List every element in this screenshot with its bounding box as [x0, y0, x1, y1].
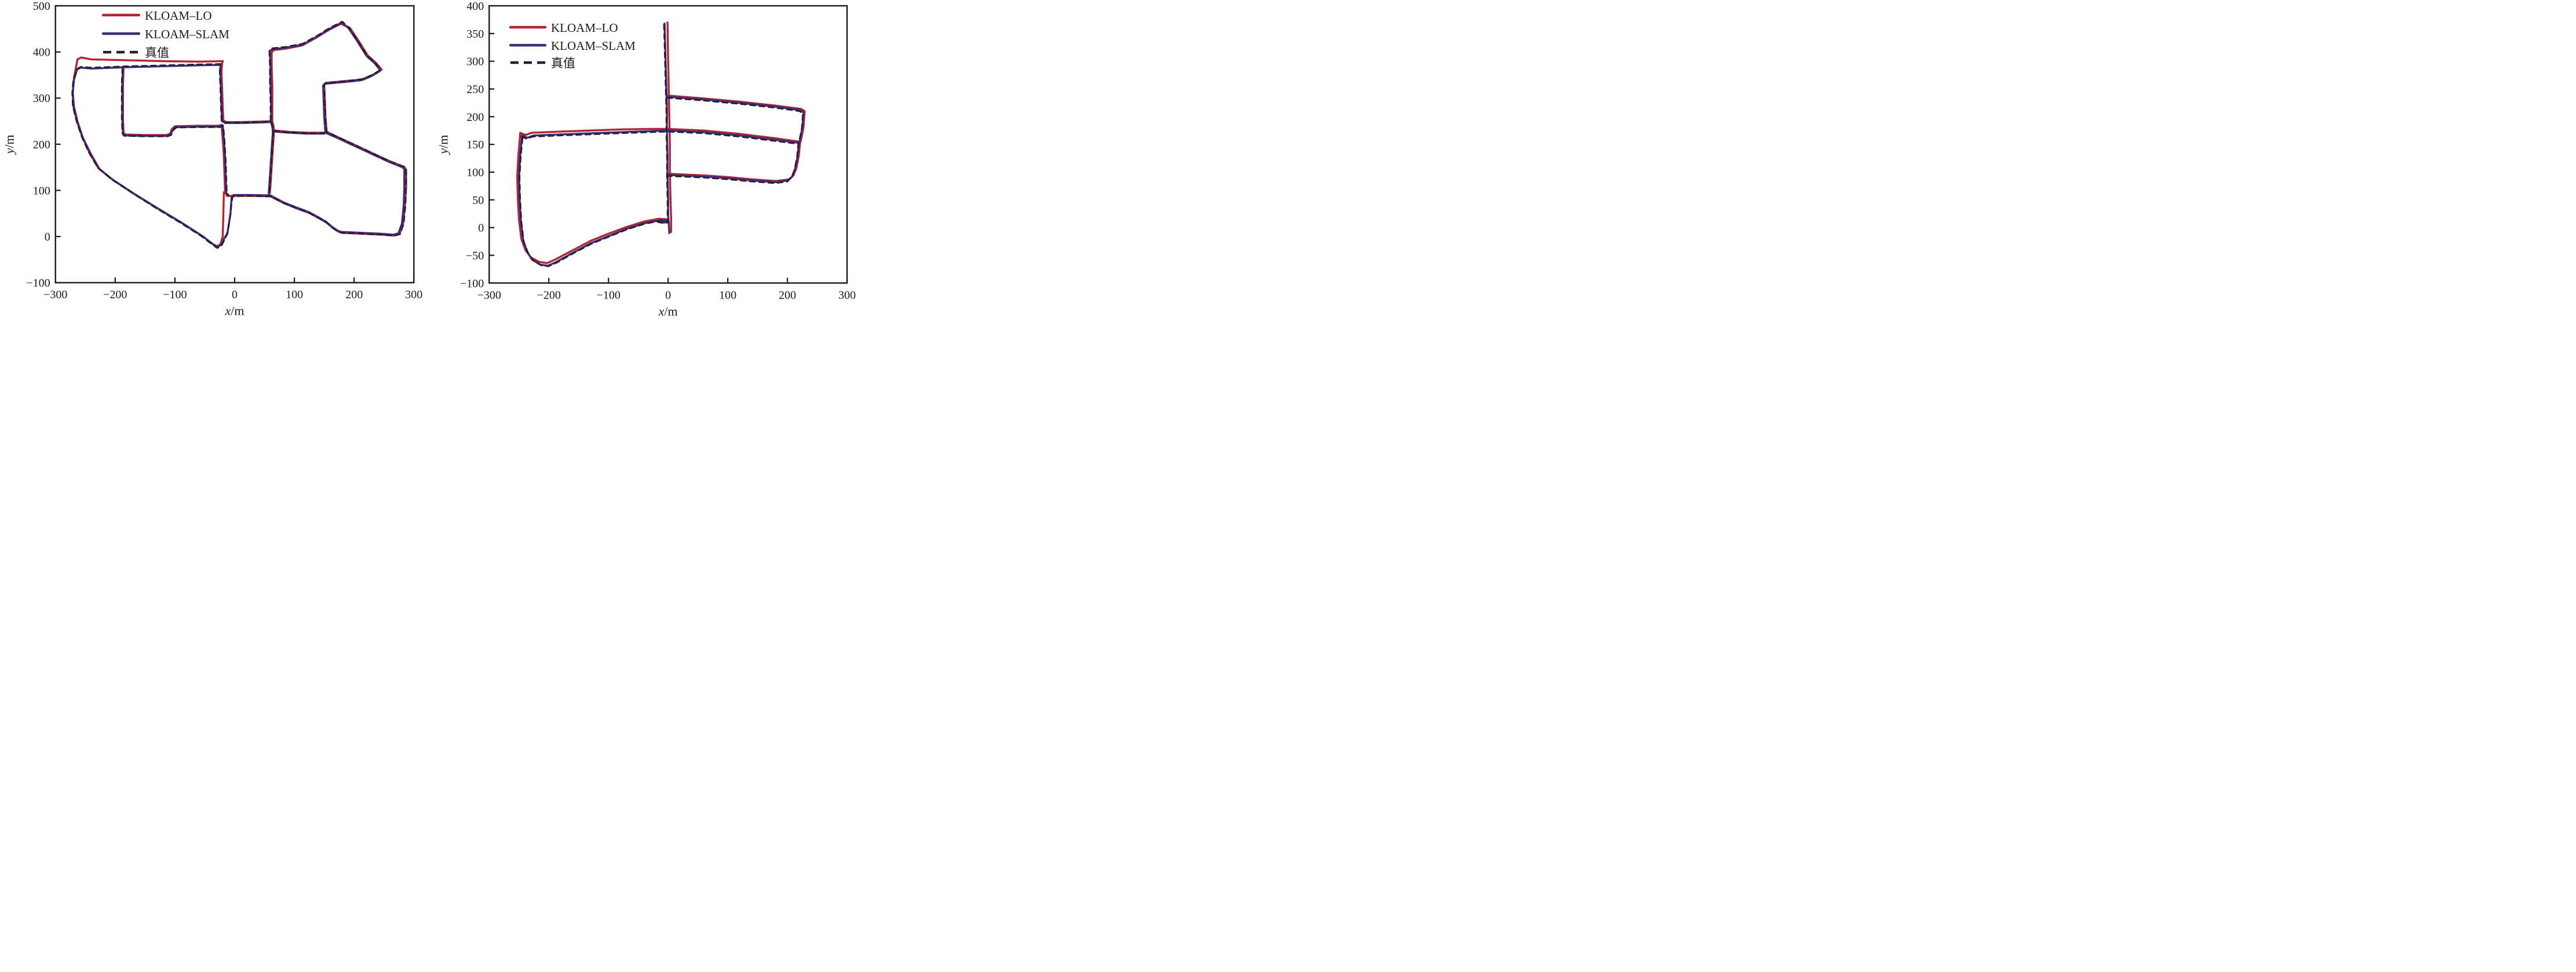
- x-tick-label: −200: [103, 289, 127, 301]
- legend-label: KLOAM–SLAM: [551, 39, 636, 53]
- x-tick-label: −200: [537, 289, 561, 301]
- legend-label: KLOAM–SLAM: [145, 27, 229, 41]
- trajectory-path: [271, 121, 326, 134]
- x-tick-label: 0: [665, 289, 671, 301]
- y-tick-label: −50: [466, 249, 484, 262]
- x-tick-label: 100: [719, 289, 736, 301]
- legend-label: 真值: [551, 56, 575, 70]
- trajectory-path: [667, 94, 806, 182]
- y-tick-label: 250: [466, 83, 484, 96]
- trajectory-path: [71, 20, 407, 249]
- x-tick-label: −300: [43, 289, 67, 301]
- y-tick-label: 400: [466, 0, 484, 13]
- y-tick-label: 0: [478, 222, 484, 235]
- y-tick-label: 0: [45, 231, 50, 243]
- y-tick-label: 50: [472, 194, 484, 207]
- y-tick-label: 500: [33, 0, 50, 13]
- x-tick-label: −300: [477, 289, 501, 301]
- trajectory-path: [666, 21, 672, 223]
- legend-label: 真值: [145, 46, 169, 60]
- y-axis-label: y/m: [2, 134, 17, 155]
- y-tick-label: 100: [33, 184, 50, 197]
- trajectory-comparison-figure: −300 −200 −100 0 100 200 300 −100 0 100 200 300 400 5…: [0, 0, 859, 324]
- series-KLOAM-LO: [516, 21, 806, 264]
- y-tick-label: 300: [466, 56, 484, 68]
- series-真值: [71, 20, 407, 249]
- y-tick-label: 200: [33, 139, 50, 151]
- y-tick-label: 400: [33, 46, 50, 59]
- x-tick-label: 100: [286, 289, 303, 301]
- y-tick-label: 100: [466, 166, 484, 179]
- trajectory-path: [521, 129, 800, 144]
- y-tick-label: −100: [460, 277, 484, 290]
- trajectory-path: [122, 68, 228, 196]
- trajectory-path: [519, 137, 669, 267]
- x-tick-label: 300: [838, 289, 856, 301]
- trajectory-path: [520, 130, 799, 145]
- x-tick-label: −100: [597, 289, 621, 301]
- x-tick-label: 200: [779, 289, 796, 301]
- x-tick-label: −100: [163, 289, 187, 301]
- y-tick-label: 150: [466, 139, 484, 151]
- series-真值: [519, 24, 804, 267]
- trajectory-path: [121, 67, 229, 196]
- y-tick-label: 300: [33, 92, 50, 105]
- trajectory-path: [121, 68, 229, 196]
- figure-canvas: −300 −200 −100 0 100 200 300 −100 0 100 200 300 400 5…: [2, 0, 856, 318]
- trajectory-path: [220, 23, 407, 237]
- legend-label: KLOAM–LO: [551, 21, 618, 35]
- y-tick-label: 350: [466, 28, 484, 41]
- x-tick-label: 0: [232, 289, 238, 301]
- plot-left: −300 −200 −100 0 100 200 300 −100 0 100 200 300 400 5…: [2, 0, 423, 318]
- trajectory-path: [666, 97, 804, 184]
- y-tick-label: 200: [466, 111, 484, 123]
- legend-label: KLOAM–LO: [145, 9, 212, 23]
- x-axis-label: x/m: [225, 304, 245, 318]
- y-tick-label: −100: [26, 277, 50, 290]
- trajectory-path: [516, 133, 668, 264]
- trajectory-path: [71, 56, 225, 247]
- plot-right: −300 −200 −100 0 100 200 300 −100 −50 0 50 100 150 20…: [436, 0, 856, 318]
- x-tick-label: 300: [405, 289, 422, 301]
- trajectory-path: [657, 24, 669, 224]
- trajectory-path: [268, 130, 275, 195]
- x-axis-label: x/m: [658, 304, 678, 318]
- trajectory-path: [518, 136, 669, 267]
- trajectory-path: [519, 128, 801, 143]
- x-tick-label: 200: [345, 289, 363, 301]
- y-axis-label: y/m: [436, 135, 450, 155]
